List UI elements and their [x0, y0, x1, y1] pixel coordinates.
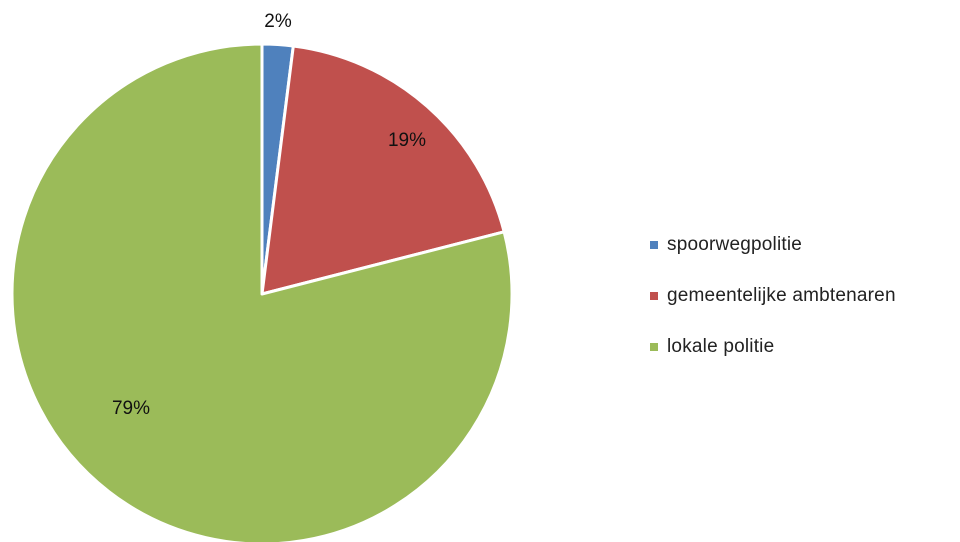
legend-swatch-spoorwegpolitie	[650, 241, 658, 249]
data-label-lokale-politie: 79%	[112, 398, 150, 419]
chart-legend: spoorwegpolitie gemeentelijke ambtenaren…	[650, 232, 896, 360]
legend-label-lokale-politie: lokale politie	[667, 336, 775, 357]
legend-item-spoorwegpolitie: spoorwegpolitie	[650, 232, 896, 258]
legend-swatch-lokale-politie	[650, 343, 658, 351]
legend-label-gemeentelijke-ambtenaren: gemeentelijke ambtenaren	[667, 285, 896, 306]
data-label-spoorwegpolitie: 2%	[264, 11, 292, 32]
pie-slice-gemeentelijke-ambtenaren	[260, 44, 506, 296]
pie-slice-lokale-politie	[10, 42, 514, 542]
pie-slices	[10, 42, 514, 542]
legend-swatch-gemeentelijke-ambtenaren	[650, 292, 658, 300]
legend-label-spoorwegpolitie: spoorwegpolitie	[667, 234, 803, 255]
legend-item-lokale-politie: lokale politie	[650, 334, 896, 360]
pie-data-labels: 2% 19% 79%	[112, 11, 426, 419]
legend-item-gemeentelijke-ambtenaren: gemeentelijke ambtenaren	[650, 283, 896, 309]
data-label-gemeentelijke-ambtenaren: 19%	[388, 130, 426, 151]
